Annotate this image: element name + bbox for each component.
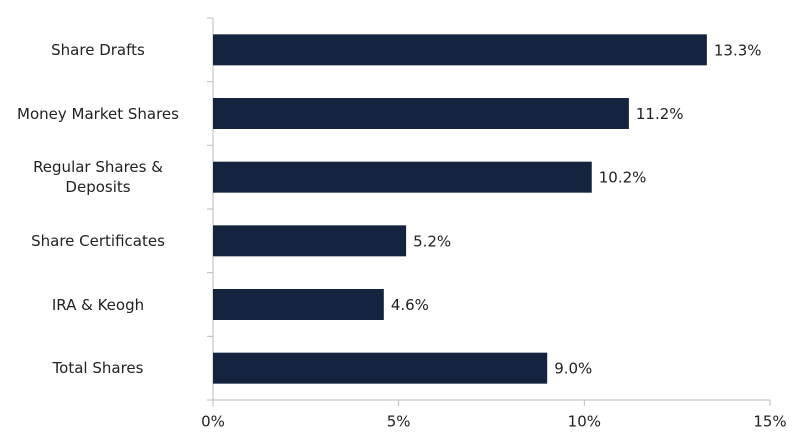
y-tick-label: Share Certificates bbox=[31, 231, 165, 250]
y-tick-label: Regular Shares & Deposits bbox=[33, 158, 163, 197]
x-tick-label: 5% bbox=[387, 413, 411, 431]
value-label: 13.3% bbox=[714, 41, 762, 59]
value-label: 5.2% bbox=[413, 232, 451, 250]
bar bbox=[213, 98, 629, 129]
value-label: 9.0% bbox=[554, 360, 592, 378]
x-tick-label: 0% bbox=[201, 413, 225, 431]
y-tick-label: Share Drafts bbox=[51, 40, 145, 59]
y-tick-label: Total Shares bbox=[52, 359, 144, 378]
y-tick-label: Money Market Shares bbox=[17, 104, 179, 123]
value-label: 4.6% bbox=[391, 296, 429, 314]
value-label: 11.2% bbox=[636, 105, 684, 123]
value-label: 10.2% bbox=[599, 169, 647, 187]
bar bbox=[213, 34, 707, 66]
x-tick-label: 15% bbox=[753, 413, 786, 431]
bar bbox=[213, 289, 384, 320]
bar bbox=[213, 225, 407, 257]
bar bbox=[213, 161, 592, 193]
bar bbox=[213, 352, 548, 384]
x-tick-label: 10% bbox=[568, 413, 601, 431]
y-tick-label: IRA & Keogh bbox=[51, 295, 145, 314]
